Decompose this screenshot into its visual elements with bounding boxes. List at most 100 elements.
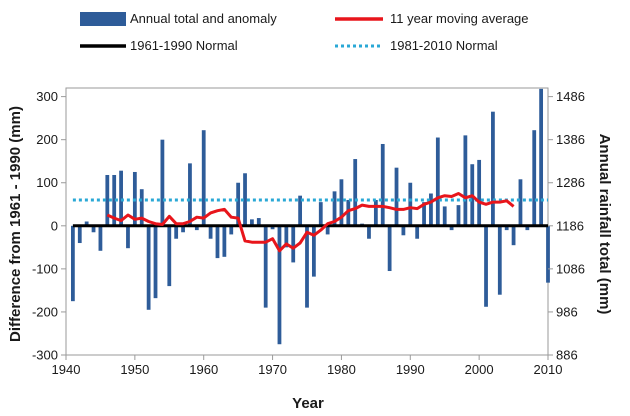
bar-1969 <box>263 225 268 308</box>
legend: Annual total and anomaly 11 year moving … <box>80 11 529 53</box>
y-axis-right: 886 986 1086 1186 1286 1386 1486 <box>548 89 585 363</box>
bar-2002 <box>491 111 495 226</box>
x-tick-label-2010: 2010 <box>534 362 563 377</box>
bar-1954 <box>160 139 165 226</box>
y-tick-label-0: 0 <box>51 218 58 233</box>
bar-1988 <box>394 167 399 226</box>
y2-tick-label-1486: 1486 <box>556 89 585 104</box>
y-tick-label-300: 300 <box>36 89 58 104</box>
bar-1996 <box>449 225 454 231</box>
moving-average-line <box>106 192 515 253</box>
bar-1964 <box>229 225 234 235</box>
bar-1959 <box>194 225 199 231</box>
bar-1953 <box>153 225 158 299</box>
bar-1994 <box>435 137 440 226</box>
x-tick-label-1940: 1940 <box>52 362 81 377</box>
y-tick-label-200: 200 <box>36 132 58 147</box>
bar-1982 <box>353 159 358 226</box>
y2-tick-label-1186: 1186 <box>556 218 584 233</box>
y-axis-title: Difference from 1961 - 1990 (mm) <box>7 106 24 342</box>
bar-1972 <box>284 225 289 248</box>
legend-label-normal-1981-2010: 1981-2010 Normal <box>390 38 498 53</box>
bar-1984 <box>367 225 371 239</box>
bar-2004 <box>504 225 509 231</box>
bar-1961 <box>208 225 213 239</box>
bar-1990 <box>408 182 413 226</box>
bar-2006 <box>518 179 523 226</box>
bar-2008 <box>532 130 537 226</box>
bar-1977 <box>318 202 323 226</box>
y2-tick-label-1386: 1386 <box>556 132 585 147</box>
plot-area <box>65 87 549 356</box>
bar-2003 <box>497 225 502 295</box>
x-axis-title: Year <box>292 395 324 412</box>
y2-axis-title: Annual rainfall total (mm) <box>596 134 613 315</box>
bar-1995 <box>442 206 447 226</box>
bar-1973 <box>291 225 296 263</box>
bar-1966 <box>243 173 247 226</box>
bar-1957 <box>181 225 185 233</box>
bar-1946 <box>105 174 110 226</box>
bar-1970 <box>270 225 275 230</box>
y-axis-left: -300 -200 -100 0 100 200 300 <box>32 89 66 363</box>
bar-1951 <box>139 189 144 226</box>
bar-1975 <box>305 225 309 308</box>
bar-1991 <box>415 225 420 239</box>
bar-series <box>70 88 550 345</box>
bar-1952 <box>146 225 151 310</box>
y-tick-label--200: -200 <box>32 304 58 319</box>
bar-1974 <box>298 195 303 226</box>
bar-2001 <box>484 225 488 307</box>
bar-1956 <box>174 225 179 239</box>
bar-1945 <box>98 225 103 251</box>
bar-1962 <box>215 225 220 259</box>
bar-1960 <box>201 130 206 226</box>
bar-1942 <box>77 225 82 244</box>
x-tick-label-2000: 2000 <box>465 362 494 377</box>
bar-1955 <box>167 225 172 287</box>
bar-2005 <box>511 225 516 246</box>
bar-1949 <box>126 225 130 249</box>
bar-1993 <box>429 193 433 226</box>
bar-1967 <box>250 219 254 226</box>
legend-label-normal-1961-1990: 1961-1990 Normal <box>130 38 238 53</box>
bar-1992 <box>422 202 426 226</box>
y2-tick-label-886: 886 <box>556 348 578 363</box>
bar-1958 <box>188 163 192 226</box>
bar-2007 <box>525 225 530 231</box>
x-axis: 1940 1950 1960 1970 1980 1990 2000 2010 <box>52 355 563 377</box>
bar-1963 <box>222 225 227 257</box>
y2-tick-label-1086: 1086 <box>556 261 585 276</box>
x-tick-label-1990: 1990 <box>396 362 425 377</box>
legend-label-moving-average: 11 year moving average <box>390 11 529 26</box>
bar-1965 <box>236 182 241 226</box>
x-tick-label-1970: 1970 <box>258 362 287 377</box>
bar-1997 <box>456 205 461 226</box>
bar-1998 <box>463 135 468 226</box>
bar-1943 <box>84 221 89 226</box>
bar-1968 <box>256 218 261 226</box>
bar-1985 <box>373 199 378 226</box>
bar-1976 <box>311 225 316 277</box>
bar-1980 <box>339 179 344 226</box>
bar-2010 <box>546 225 550 283</box>
bar-2009 <box>539 88 544 226</box>
bar-1989 <box>401 225 406 236</box>
y-tick-label--300: -300 <box>32 348 58 363</box>
bar-1979 <box>332 191 337 226</box>
bar-1947 <box>112 174 117 226</box>
bar-1971 <box>277 225 282 345</box>
bar-2000 <box>477 159 482 226</box>
bar-1948 <box>119 170 123 226</box>
bar-1944 <box>91 225 96 233</box>
bar-1987 <box>387 225 392 272</box>
legend-label-bars: Annual total and anomaly <box>130 11 277 26</box>
x-tick-label-1960: 1960 <box>189 362 218 377</box>
x-tick-label-1950: 1950 <box>120 362 149 377</box>
legend-swatch-bars <box>80 12 126 26</box>
y2-tick-label-1286: 1286 <box>556 175 585 190</box>
bar-1941 <box>70 225 75 302</box>
bar-1986 <box>380 143 385 226</box>
y-tick-label-100: 100 <box>36 175 58 190</box>
